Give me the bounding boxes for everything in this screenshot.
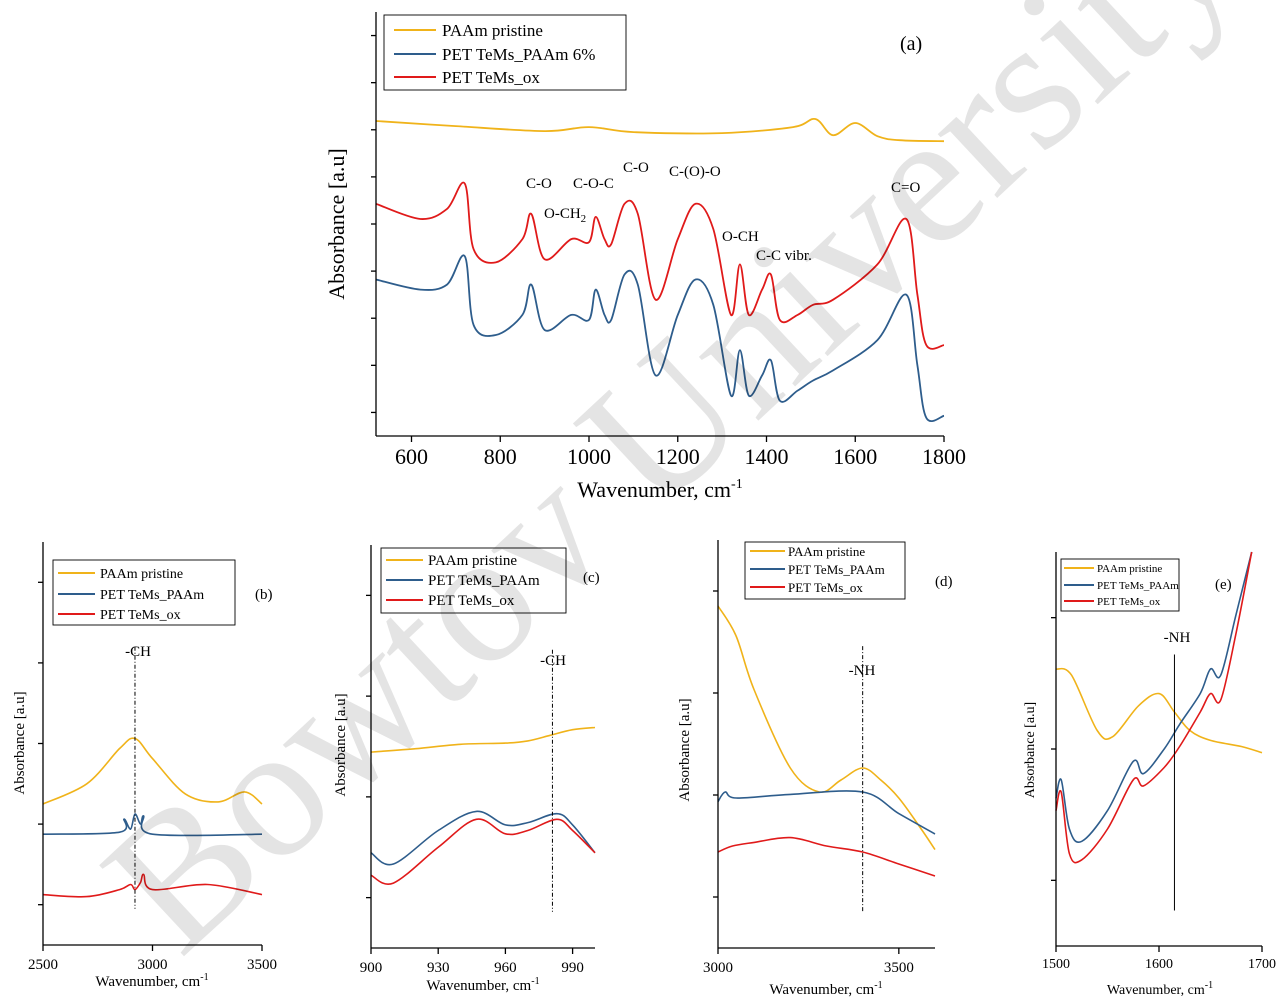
panel-c-x-tick-label: 900 xyxy=(360,960,383,976)
panel-c-legend: PAAm pristine PET TeMs_PAAm PET TeMs_ox xyxy=(380,547,567,614)
watermark: Bowtov University xyxy=(65,0,1270,991)
panel-b-label: (b) xyxy=(255,587,273,603)
panel-e-x-tick-label: 1600 xyxy=(1145,957,1173,972)
panel-c-guide-label: -CH xyxy=(540,653,566,669)
panel-c-ticks: 900 930 960 990 xyxy=(360,594,584,976)
panel-e-legend-label-1: PAAm pristine xyxy=(1097,563,1162,575)
panel-d-label: (d) xyxy=(935,574,953,590)
panel-b-legend-label-2: PET TeMs_PAAm xyxy=(100,588,204,603)
panel-a-x-tick-label: 1200 xyxy=(656,444,700,469)
panel-a-ylabel: Absorbance [a.u] xyxy=(324,148,349,300)
panel-d-ylabel: Absorbance [a.u] xyxy=(677,698,693,801)
panel-d-legend-label-3: PET TeMs_ox xyxy=(788,580,863,595)
panel-b-x-tick-label: 3000 xyxy=(138,957,168,973)
panel-c-ylabel: Absorbance [a.u] xyxy=(333,693,349,796)
panel-e-guide-label: -NH xyxy=(1164,630,1191,646)
annotation-o-ch: O-CH xyxy=(722,229,759,245)
panel-a-series-3-line xyxy=(375,181,945,350)
panel-e-x-tick-label: 1700 xyxy=(1248,957,1276,972)
panel-a-annotations: C-O O-CH2 C-O-C C-O C-(O)-O O-CH C-C vib… xyxy=(526,160,920,264)
panel-e-legend-label-3: PET TeMs_ox xyxy=(1097,596,1161,608)
panel-a-series-2-line xyxy=(375,254,945,422)
panel-c-legend-label-1: PAAm pristine xyxy=(428,553,517,569)
panel-c-label: (c) xyxy=(583,570,600,586)
panel-d-ticks: 3000 3500 xyxy=(703,590,914,976)
panel-e-series-1-line xyxy=(1055,667,1263,754)
panel-b-legend-label-3: PET TeMs_ox xyxy=(100,608,181,623)
panel-e-xlabel: Wavenumber, cm-1 xyxy=(1107,980,1213,998)
panel-b-x-tick-label: 3500 xyxy=(247,957,277,973)
annotation-c-c-vibr: C-C vibr. xyxy=(756,248,812,264)
panel-a-legend-label-1: PAAm pristine xyxy=(442,21,543,40)
panel-e-curves xyxy=(1055,551,1263,864)
panel-c-x-tick-label: 930 xyxy=(427,960,450,976)
panel-d-series-2-line xyxy=(717,790,936,835)
panel-e-series-3-line xyxy=(1055,551,1253,864)
annotation-c-eq-o: C=O xyxy=(891,180,920,196)
panel-b-x-tick-label: 2500 xyxy=(28,957,58,973)
panel-a-x-tick-label: 1600 xyxy=(833,444,877,469)
panel-a-xlabel: Wavenumber, cm-1 xyxy=(577,477,742,502)
annotation-o-ch2: O-CH2 xyxy=(544,206,586,225)
panel-a-ticks: 600 800 1000 1200 1400 1600 1800 xyxy=(371,34,966,469)
panel-d-legend-label-1: PAAm pristine xyxy=(788,544,865,559)
panel-d-x-tick-label: 3000 xyxy=(703,960,733,976)
panel-b-legend-label-1: PAAm pristine xyxy=(100,567,183,582)
panel-c-series-3-line xyxy=(370,818,596,885)
annotation-c-o-c: C-O-C xyxy=(573,176,614,192)
panel-e-series-2-line xyxy=(1055,551,1253,843)
panel-c-x-tick-label: 990 xyxy=(561,960,584,976)
panel-a-x-tick-label: 1000 xyxy=(567,444,611,469)
panel-c-legend-label-3: PET TeMs_ox xyxy=(428,593,515,609)
panel-a-x-tick-label: 1800 xyxy=(922,444,966,469)
panel-b: 2500 3000 3500 -CH (b) Wavenumber, cm-1 Ab… xyxy=(12,542,277,990)
annotation-c-o-2: C-O xyxy=(623,160,649,176)
panel-c-x-tick-label: 960 xyxy=(494,960,517,976)
panel-d-legend-label-2: PET TeMs_PAAm xyxy=(788,562,885,577)
panel-c-series-2-line xyxy=(370,810,596,866)
panel-a-legend-label-2: PET TeMs_PAAm 6% xyxy=(442,45,595,64)
panel-b-ticks: 2500 3000 3500 xyxy=(28,581,277,973)
panel-b-series-1-line xyxy=(42,737,263,805)
panel-d-curves xyxy=(717,605,936,877)
panel-d: 3000 3500 -NH (d) Wavenumber, cm-1 Absorb… xyxy=(677,540,953,998)
panel-c-series-1-line xyxy=(370,726,596,753)
panel-a-x-tick-label: 800 xyxy=(484,444,517,469)
panel-a-x-tick-label: 600 xyxy=(395,444,428,469)
panel-b-guide-label: -CH xyxy=(125,644,151,660)
panel-c-xlabel: Wavenumber, cm-1 xyxy=(426,976,539,994)
panel-b-curves xyxy=(42,737,263,898)
panel-a-legend-label-3: PET TeMs_ox xyxy=(442,68,540,87)
panel-e-legend: PAAm pristine PET TeMs_PAAm PET TeMs_ox xyxy=(1060,558,1180,612)
panel-b-legend: PAAm pristine PET TeMs_PAAm PET TeMs_ox xyxy=(52,559,236,626)
panel-b-ylabel: Absorbance [a.u] xyxy=(12,691,28,794)
panel-c-legend-label-2: PET TeMs_PAAm xyxy=(428,573,540,589)
annotation-c-o-1: C-O xyxy=(526,176,552,192)
panel-e-ticks: 1500 1600 1700 xyxy=(1042,617,1276,972)
panel-e: 1500 1600 1700 -NH (e) Wavenumber, cm-1 Ab… xyxy=(1023,551,1276,998)
panel-b-series-3-line xyxy=(42,873,263,898)
panel-d-series-1-line xyxy=(717,605,936,851)
panel-d-xlabel: Wavenumber, cm-1 xyxy=(769,980,882,998)
panel-a-x-tick-label: 1400 xyxy=(745,444,789,469)
panel-a-series-1-line xyxy=(375,117,945,143)
panel-a-legend: PAAm pristine PET TeMs_PAAm 6% PET TeMs_… xyxy=(383,14,627,91)
annotation-c-o-o: C-(O)-O xyxy=(669,164,721,180)
panel-e-ylabel: Absorbance [a.u] xyxy=(1023,702,1038,798)
panel-d-series-3-line xyxy=(717,836,936,877)
panel-b-series-2-line xyxy=(42,813,263,837)
panel-d-guide-label: -NH xyxy=(849,663,876,679)
panel-a-label: (a) xyxy=(900,33,922,55)
panel-b-xlabel: Wavenumber, cm-1 xyxy=(95,972,208,990)
panel-a-curves xyxy=(375,117,945,422)
panel-e-x-tick-label: 1500 xyxy=(1042,957,1070,972)
panel-e-label: (e) xyxy=(1215,577,1232,593)
panel-d-x-tick-label: 3500 xyxy=(884,960,914,976)
panel-a: 600 800 1000 1200 1400 1600 1800 (a) Wavenumbe… xyxy=(324,12,966,502)
panel-d-legend: PAAm pristine PET TeMs_PAAm PET TeMs_ox xyxy=(744,541,906,600)
panel-c-curves xyxy=(370,726,596,885)
panel-c: 900 930 960 990 -CH (c) Wavenumber, cm-1 Ab… xyxy=(333,545,600,994)
panel-e-legend-label-2: PET TeMs_PAAm xyxy=(1097,580,1179,592)
